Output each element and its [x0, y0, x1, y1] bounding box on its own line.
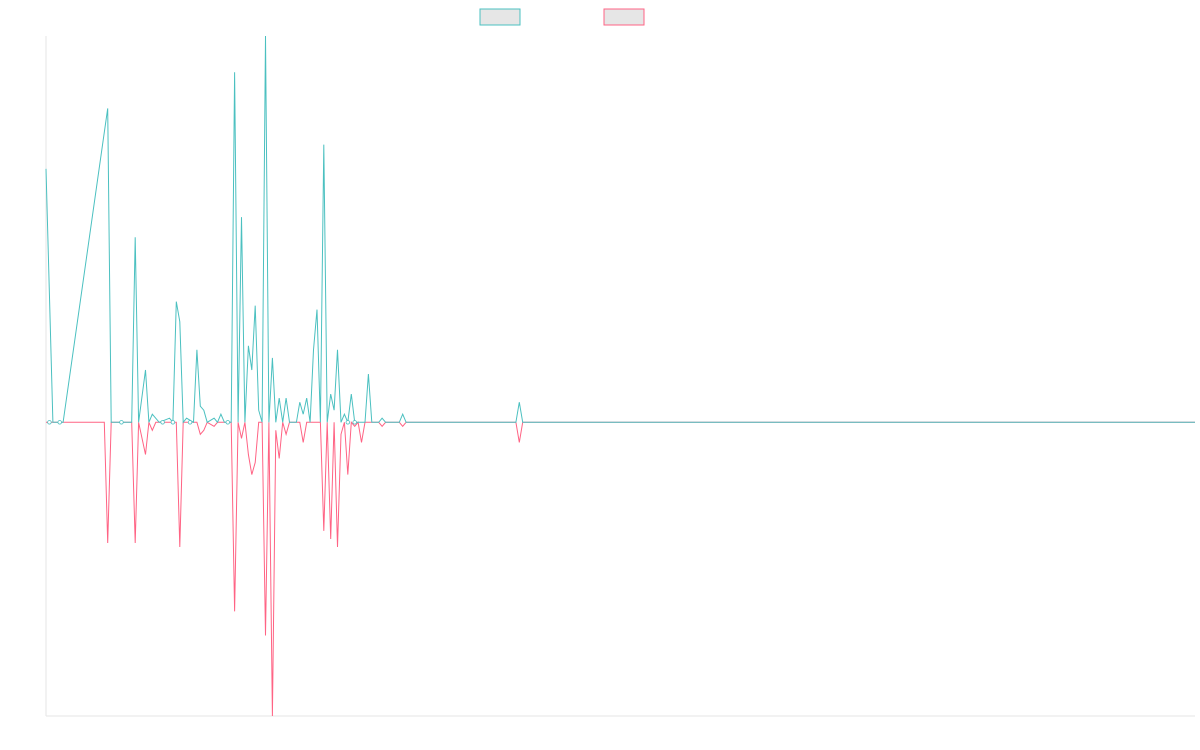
point-marker	[187, 420, 193, 425]
point-marker	[57, 420, 62, 425]
series-1-line	[45, 35, 1195, 425]
point-marker	[47, 420, 52, 425]
point-marker	[170, 420, 176, 425]
point-marker	[119, 420, 124, 425]
axes	[45, 36, 1195, 717]
point-marker	[160, 420, 165, 425]
point-marker	[225, 420, 230, 425]
legend-swatch-series-1[interactable]	[479, 8, 521, 26]
legend[interactable]	[479, 8, 645, 26]
point-marker	[352, 420, 357, 425]
legend-swatch-series-2[interactable]	[603, 8, 645, 26]
point-marker	[345, 420, 351, 425]
series-layer	[45, 35, 1195, 717]
series-2-line	[46, 420, 1195, 717]
